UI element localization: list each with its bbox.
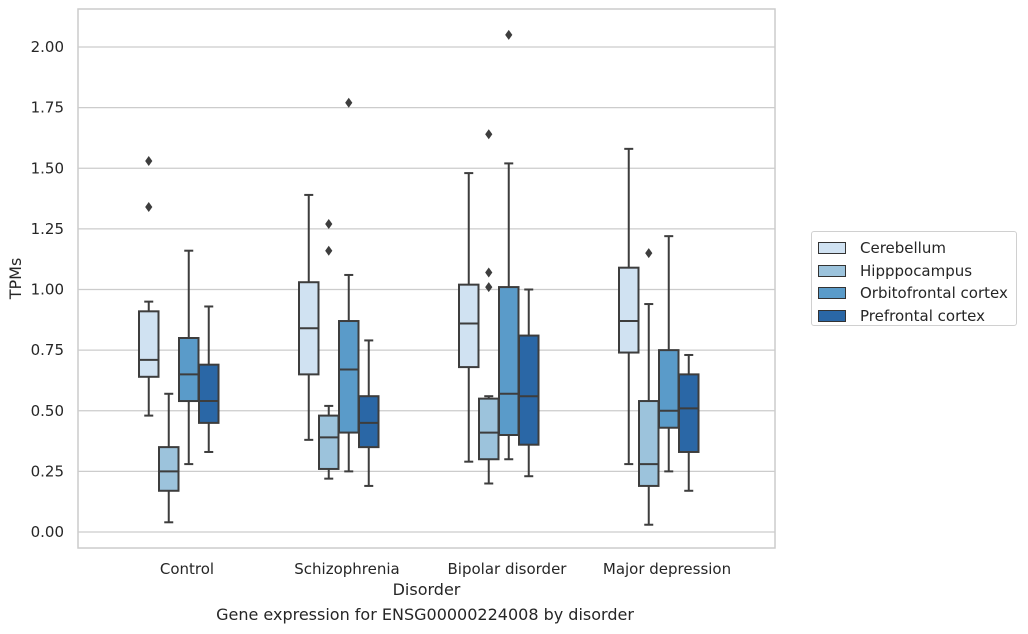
outlier-point xyxy=(145,202,153,213)
box xyxy=(318,414,340,470)
outlier-point xyxy=(485,267,493,278)
box xyxy=(478,397,500,461)
legend-swatch xyxy=(818,287,846,300)
y-tick-label: 2.00 xyxy=(31,38,64,56)
legend-item-cerebellum: Cerebellum xyxy=(818,237,1016,260)
legend-item-prefrontal-cortex: Prefrontal cortex xyxy=(818,305,1016,328)
box xyxy=(198,363,220,424)
legend-item-orbitofrontal-cortex: Orbitofrontal cortex xyxy=(818,282,1016,305)
y-axis-label: TPMs xyxy=(6,258,25,301)
legend-swatch xyxy=(818,309,846,322)
x-tick-label: Bipolar disorder xyxy=(448,560,568,578)
legend-swatch xyxy=(818,264,846,277)
plot-area xyxy=(78,9,775,548)
legend-label: Cerebellum xyxy=(860,239,946,258)
y-tick-label: 0.00 xyxy=(31,523,64,541)
box xyxy=(358,395,380,449)
box xyxy=(618,266,640,354)
x-tick-label: Schizophrenia xyxy=(294,560,399,578)
plot-frame xyxy=(77,8,776,549)
y-tick-label: 1.50 xyxy=(31,159,64,177)
legend-swatch xyxy=(818,242,846,255)
box xyxy=(178,337,200,403)
legend-label: Hipppocampus xyxy=(860,261,973,280)
y-tick-label: 1.25 xyxy=(31,220,64,238)
outlier-point xyxy=(505,29,513,40)
outlier-point xyxy=(645,248,653,259)
y-tick-label: 1.75 xyxy=(31,99,64,117)
x-tick-label: Major depression xyxy=(603,560,731,578)
box xyxy=(158,446,180,492)
outlier-point xyxy=(325,219,333,230)
outlier-point xyxy=(485,129,493,140)
box xyxy=(678,373,700,453)
y-tick-label: 0.75 xyxy=(31,341,64,359)
box xyxy=(498,286,520,437)
legend: Cerebellum Hipppocampus Orbitofrontal co… xyxy=(811,231,1017,326)
legend-label: Orbitofrontal cortex xyxy=(860,284,1008,303)
box xyxy=(138,310,160,378)
y-tick-label: 0.50 xyxy=(31,402,64,420)
outlier-point xyxy=(345,97,353,108)
box xyxy=(338,320,360,434)
y-tick-label: 1.00 xyxy=(31,281,64,299)
legend-label: Prefrontal cortex xyxy=(860,306,985,325)
box xyxy=(458,283,480,369)
x-axis-label: Disorder xyxy=(393,580,461,599)
outlier-point xyxy=(145,155,153,166)
chart-caption: Gene expression for ENSG00000224008 by d… xyxy=(216,605,634,624)
box xyxy=(658,349,680,429)
outlier-point xyxy=(325,245,333,256)
legend-item-hippocampus: Hipppocampus xyxy=(818,260,1016,283)
outlier-point xyxy=(485,282,493,293)
y-tick-label: 0.25 xyxy=(31,462,64,480)
box xyxy=(518,334,540,446)
x-tick-label: Control xyxy=(160,560,214,578)
box xyxy=(638,400,660,487)
